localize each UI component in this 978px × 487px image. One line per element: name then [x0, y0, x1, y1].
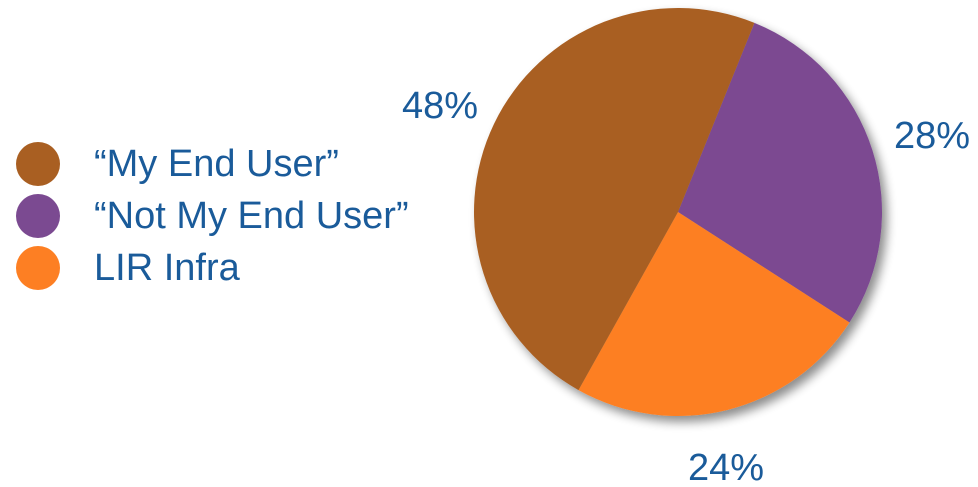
legend-item: LIR Infra — [16, 242, 409, 294]
legend: “My End User” “Not My End User” LIR Infra — [16, 138, 409, 294]
pie-slice — [678, 22, 883, 323]
slice-value-label: 48% — [402, 85, 478, 127]
pie-value-labels: 48% 28% 24% — [402, 85, 970, 487]
legend-item: “Not My End User” — [16, 190, 409, 242]
slice-value-label: 28% — [894, 115, 970, 157]
legend-swatch — [16, 246, 60, 290]
legend-item: “My End User” — [16, 138, 409, 190]
pie-slices — [473, 7, 883, 417]
pie-slice — [578, 212, 850, 417]
legend-swatch — [16, 194, 60, 238]
pie-slice — [473, 7, 755, 391]
slice-value-label: 24% — [688, 447, 764, 487]
legend-swatch — [16, 142, 60, 186]
legend-label: “Not My End User” — [94, 195, 409, 237]
legend-label: LIR Infra — [94, 247, 240, 289]
legend-label: “My End User” — [94, 143, 339, 185]
